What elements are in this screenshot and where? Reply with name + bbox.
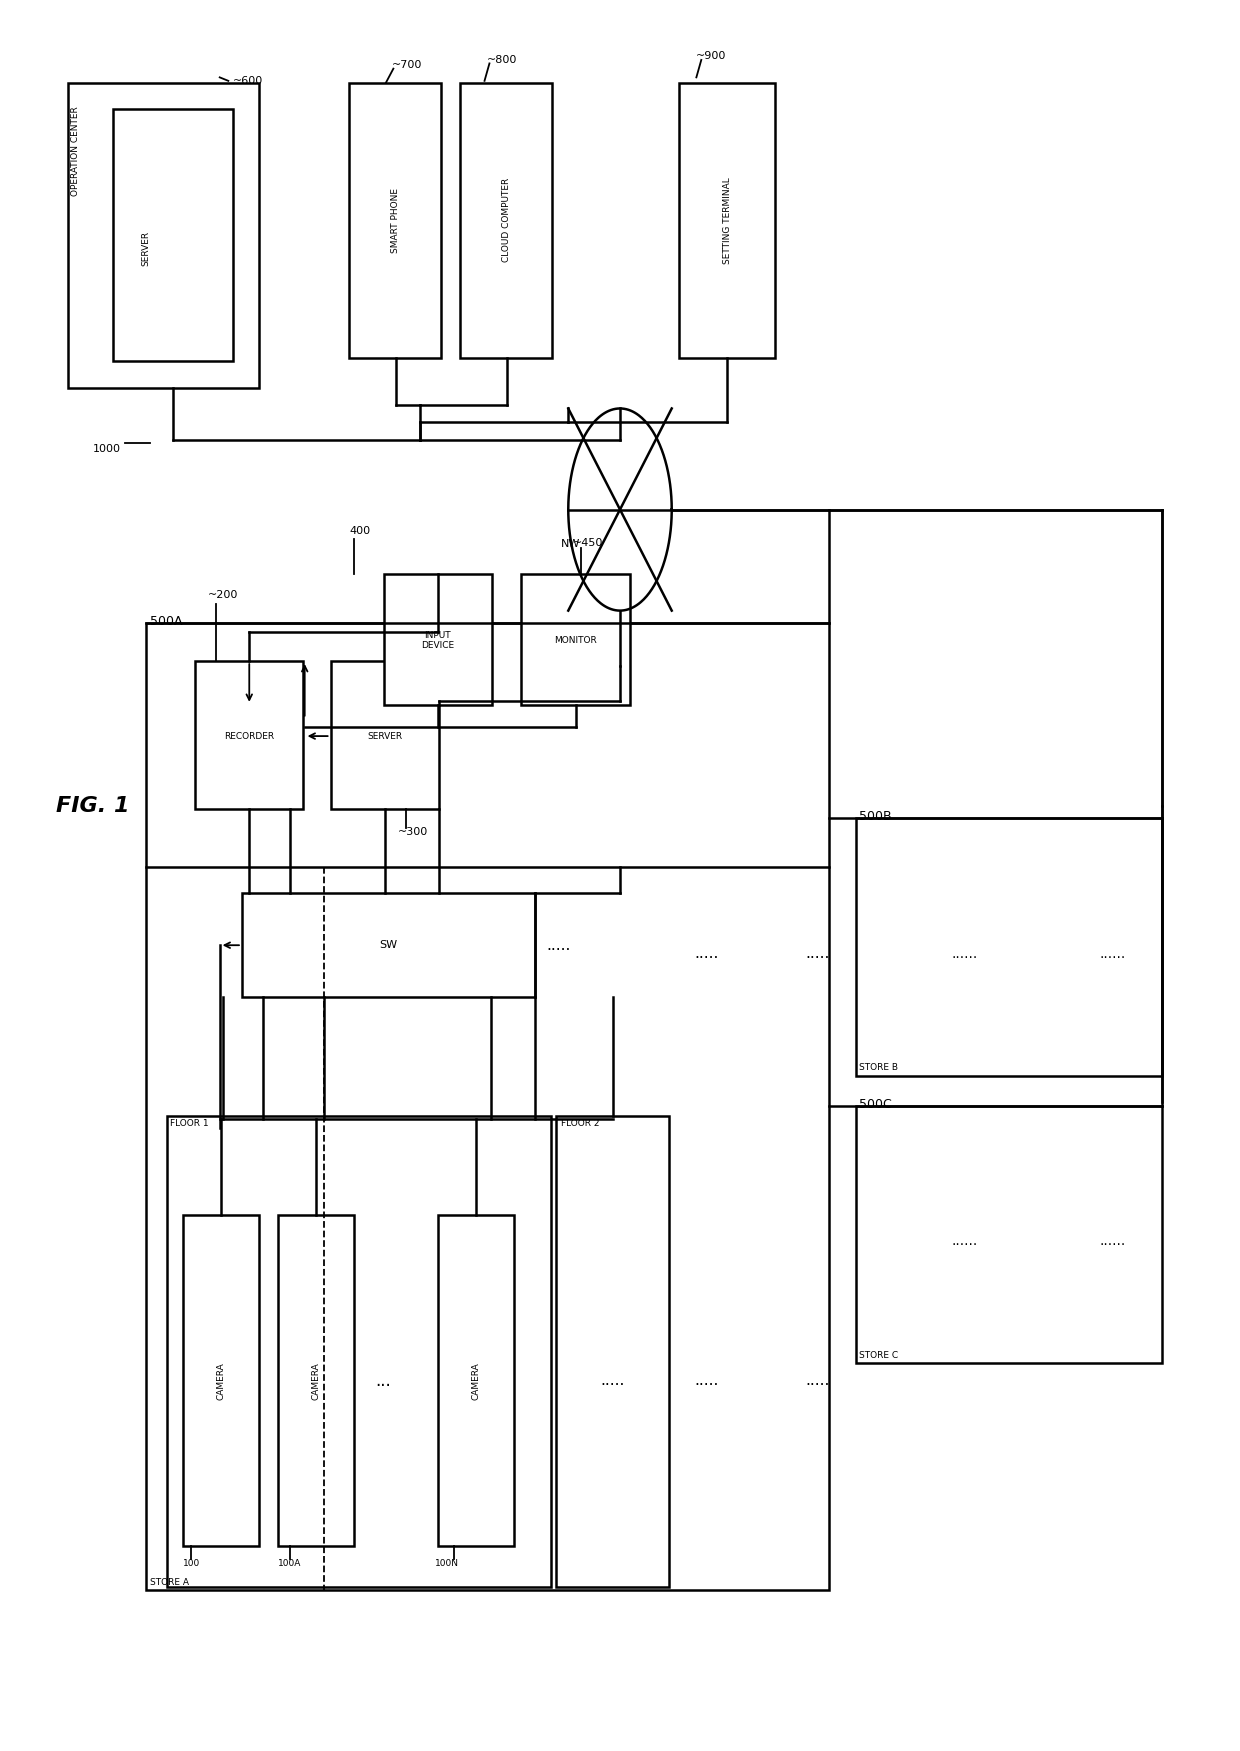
- Text: SMART PHONE: SMART PHONE: [392, 187, 401, 252]
- Bar: [857, 818, 1162, 1075]
- Bar: [680, 82, 775, 357]
- Text: ......: ......: [1100, 947, 1126, 961]
- Text: CAMERA: CAMERA: [311, 1362, 320, 1399]
- Text: ......: ......: [1100, 1234, 1126, 1248]
- Bar: [556, 1115, 670, 1586]
- Text: .....: .....: [694, 947, 718, 961]
- Bar: [383, 574, 492, 704]
- Bar: [857, 1105, 1162, 1364]
- Bar: [331, 662, 439, 809]
- Text: 400: 400: [348, 525, 371, 536]
- Text: 500C: 500C: [859, 1098, 892, 1110]
- Text: RECORDER: RECORDER: [224, 732, 274, 741]
- Text: CLOUD COMPUTER: CLOUD COMPUTER: [502, 179, 511, 263]
- Text: 100N: 100N: [435, 1558, 459, 1567]
- Text: INPUT
DEVICE: INPUT DEVICE: [422, 630, 454, 650]
- Text: STORE B: STORE B: [859, 1063, 898, 1072]
- Text: ~700: ~700: [392, 60, 423, 70]
- Bar: [278, 1215, 353, 1546]
- Text: .....: .....: [805, 947, 830, 961]
- Text: ~600: ~600: [233, 75, 264, 86]
- Text: FLOOR 1: FLOOR 1: [170, 1119, 210, 1128]
- Text: SETTING TERMINAL: SETTING TERMINAL: [723, 177, 732, 264]
- Text: 100A: 100A: [278, 1558, 301, 1567]
- Text: ~200: ~200: [207, 590, 238, 601]
- Text: STORE A: STORE A: [150, 1578, 188, 1586]
- Text: FIG. 1: FIG. 1: [56, 795, 129, 816]
- Text: MONITOR: MONITOR: [554, 636, 596, 644]
- Text: ~450: ~450: [573, 538, 604, 548]
- Text: ~800: ~800: [487, 54, 517, 65]
- Text: 100: 100: [182, 1558, 200, 1567]
- Bar: [348, 82, 441, 357]
- Text: OPERATION CENTER: OPERATION CENTER: [71, 107, 79, 196]
- Text: SW: SW: [379, 940, 398, 951]
- Bar: [182, 1215, 259, 1546]
- Bar: [242, 893, 534, 998]
- Text: .....: .....: [546, 939, 570, 953]
- Bar: [166, 1115, 551, 1586]
- Bar: [68, 82, 259, 387]
- Bar: [522, 574, 630, 704]
- Bar: [195, 662, 304, 809]
- Text: STORE C: STORE C: [859, 1352, 898, 1361]
- Text: CAMERA: CAMERA: [217, 1362, 226, 1399]
- Text: NW: NW: [560, 539, 580, 550]
- Text: ......: ......: [952, 947, 978, 961]
- Text: 1000: 1000: [93, 443, 120, 454]
- Text: SERVER: SERVER: [141, 231, 150, 266]
- Text: ......: ......: [952, 1234, 978, 1248]
- Text: .....: .....: [694, 1373, 718, 1389]
- Text: .....: .....: [600, 1373, 625, 1389]
- Text: CAMERA: CAMERA: [471, 1362, 480, 1399]
- Text: ~300: ~300: [398, 826, 429, 837]
- Bar: [113, 109, 233, 361]
- Text: FLOOR 2: FLOOR 2: [560, 1119, 599, 1128]
- Text: SERVER: SERVER: [367, 732, 402, 741]
- Text: .....: .....: [805, 1373, 830, 1389]
- Bar: [460, 82, 552, 357]
- Text: ~900: ~900: [697, 51, 727, 61]
- Bar: [146, 623, 830, 1590]
- Text: ...: ...: [376, 1371, 392, 1390]
- Text: 500A: 500A: [150, 615, 182, 629]
- Text: 500B: 500B: [859, 811, 892, 823]
- Bar: [438, 1215, 515, 1546]
